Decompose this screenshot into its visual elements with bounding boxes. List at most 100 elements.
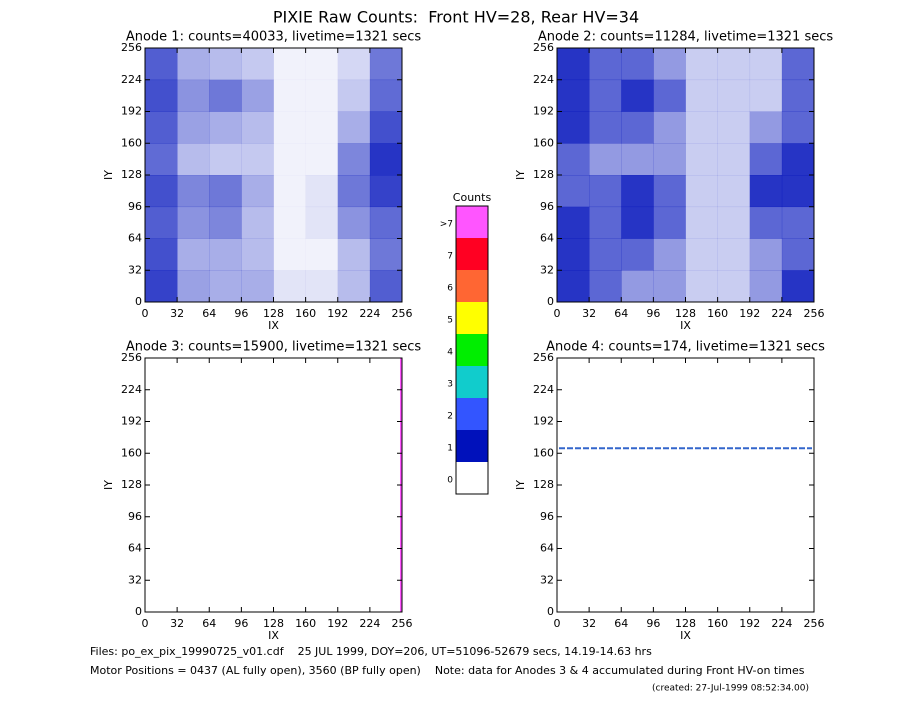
colorbar-label: >7 (440, 220, 453, 230)
y-tick-label: 256 (121, 41, 142, 54)
heat-cell (781, 270, 815, 303)
x-tick-label: 160 (295, 617, 316, 630)
colorbar-cell (456, 238, 488, 270)
heat-cell (369, 79, 403, 112)
x-tick-label: 0 (554, 617, 561, 630)
heat-cell (273, 175, 306, 208)
x-tick-label: 160 (707, 617, 728, 630)
heat-cell (177, 48, 210, 81)
x-tick-label: 32 (170, 617, 184, 630)
panel-title: Anode 3: counts=15900, livetime=1321 sec… (126, 340, 422, 355)
y-tick-label: 128 (533, 168, 554, 181)
heat-cell (209, 270, 242, 303)
heat-cell (369, 48, 403, 81)
heat-cell (653, 206, 686, 239)
heat-cell (557, 270, 590, 303)
x-tick-label: 96 (646, 617, 660, 630)
panel-title: Anode 4: counts=174, livetime=1321 secs (546, 340, 825, 355)
heat-cell (209, 175, 242, 208)
heat-cell (177, 111, 210, 144)
heat-cell (337, 206, 371, 239)
colorbar-label: 4 (447, 348, 453, 358)
heat-cell (685, 48, 718, 81)
x-tick-label: 32 (170, 307, 184, 320)
heat-cell (749, 48, 783, 81)
heat-cell (209, 48, 242, 81)
colorbar-label: 3 (447, 380, 453, 390)
heat-cell (685, 206, 718, 239)
y-axis-label: IY (514, 170, 527, 180)
x-tick-label: 256 (804, 617, 825, 630)
heat-cell (305, 111, 339, 144)
heat-cell (589, 270, 622, 303)
heat-cell (273, 143, 306, 176)
heat-cell (145, 175, 178, 208)
heat-cell (241, 238, 274, 271)
y-tick-label: 256 (121, 351, 142, 364)
heat-cell (653, 238, 686, 271)
heat-cell (589, 143, 622, 176)
heat-cell (621, 79, 654, 112)
x-axis-label: IX (268, 629, 279, 642)
y-tick-label: 0 (135, 295, 142, 308)
colorbar-cell (456, 462, 488, 494)
heat-cell (781, 79, 815, 112)
heat-cell (369, 111, 403, 144)
heat-cell (241, 79, 274, 112)
y-tick-label: 0 (135, 605, 142, 618)
heat-cell (557, 175, 590, 208)
heat-cell (337, 111, 371, 144)
x-tick-label: 96 (646, 307, 660, 320)
y-axis-label: IY (102, 480, 115, 490)
heat-cell (621, 143, 654, 176)
heat-cell (145, 111, 178, 144)
y-tick-label: 224 (121, 73, 142, 86)
x-tick-label: 128 (263, 617, 284, 630)
heat-cell (305, 206, 339, 239)
panel-title: Anode 1: counts=40033, livetime=1321 sec… (126, 30, 422, 45)
y-tick-label: 128 (121, 168, 142, 181)
y-tick-label: 96 (128, 200, 142, 213)
y-tick-label: 96 (128, 510, 142, 523)
x-tick-label: 96 (234, 617, 248, 630)
x-tick-label: 64 (614, 307, 628, 320)
x-tick-label: 224 (771, 617, 792, 630)
heat-cell (557, 79, 590, 112)
y-tick-label: 192 (533, 415, 554, 428)
heat-cell (177, 79, 210, 112)
y-tick-label: 64 (540, 232, 554, 245)
heat-cell (621, 111, 654, 144)
colorbar-frame (455, 205, 489, 495)
colorbar-cell (456, 366, 488, 398)
heat-cell (305, 270, 339, 303)
heat-cell (337, 238, 371, 271)
heat-cell (177, 143, 210, 176)
heat-cell (305, 238, 339, 271)
y-tick-label: 32 (540, 573, 554, 586)
colorbar-label: 6 (447, 284, 453, 294)
x-tick-label: 192 (327, 307, 348, 320)
heat-cell (653, 48, 686, 81)
y-axis-label: IY (102, 170, 115, 180)
heat-cell (685, 175, 718, 208)
y-tick-label: 192 (121, 105, 142, 118)
heat-cell (781, 143, 815, 176)
y-axis-label: IY (514, 480, 527, 490)
heat-cell (305, 175, 339, 208)
heat-cell (177, 175, 210, 208)
heat-cell (337, 270, 371, 303)
heat-cell (177, 238, 210, 271)
heat-cell (749, 270, 783, 303)
heat-cell (305, 48, 339, 81)
plot-frame (144, 357, 403, 613)
heat-cell (273, 48, 306, 81)
heat-cell (589, 206, 622, 239)
heat-cell (685, 79, 718, 112)
heat-cell (369, 175, 403, 208)
y-tick-label: 256 (533, 351, 554, 364)
heat-cell (369, 143, 403, 176)
heat-cell (621, 270, 654, 303)
heat-cell (305, 143, 339, 176)
heat-cell (145, 48, 178, 81)
